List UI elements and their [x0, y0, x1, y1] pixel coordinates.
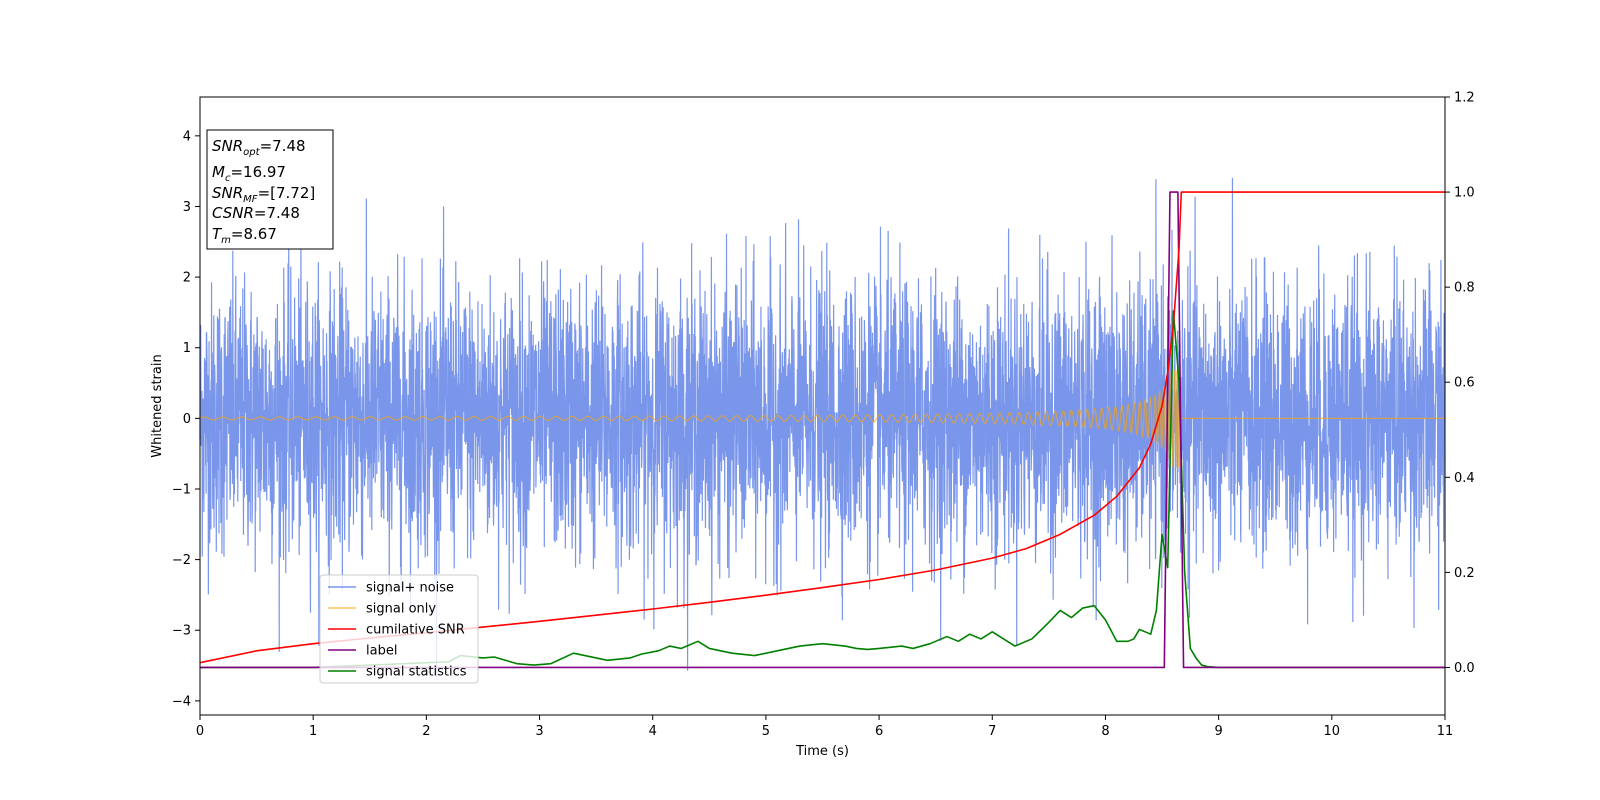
x-tick-label: 3: [535, 724, 543, 739]
annotation-line: Tm=8.67: [212, 225, 277, 246]
y-left-tick-label: 2: [183, 271, 191, 286]
annotation-name: CSNR: [212, 204, 254, 222]
axes: 0 1 2 3 4 5 6 7 8 9 10 11 −4 −3 −2 −1 0 1 2 3 4 0.0 0.2 0.4 0.6 0…: [150, 91, 1475, 760]
annotation-name: M: [212, 163, 225, 181]
annotation-line: CSNR=7.48: [212, 204, 300, 222]
y-right-tick-label: 1.2: [1454, 91, 1475, 106]
x-tick-label: 6: [875, 724, 883, 739]
annotation-frame: [206, 129, 334, 250]
y-left-tick-label: 4: [183, 129, 191, 144]
y-right-tick-label: 0.4: [1454, 471, 1475, 486]
x-tick-label: 8: [1101, 724, 1109, 739]
x-tick-label: 4: [649, 724, 657, 739]
x-tick-label: 10: [1324, 724, 1341, 739]
annotation-line: SNRopt=7.48: [212, 137, 306, 158]
x-tick-label: 0: [196, 724, 204, 739]
y-axis-label: Whitened strain: [150, 354, 165, 457]
annotation-name: SNR: [212, 137, 243, 155]
y-right-tick-label: 1.0: [1454, 186, 1475, 201]
legend-entry: label: [366, 644, 397, 659]
annotation-name: T: [212, 225, 223, 243]
annotation-subscript: opt: [243, 147, 260, 158]
y-left-tick-label: −1: [172, 482, 191, 497]
signal-statistics-line: [200, 310, 1445, 669]
y-left-tick-label: 3: [183, 200, 191, 215]
y-right-tick-label: 0.0: [1454, 661, 1475, 676]
annotation-subscript: MF: [243, 194, 258, 205]
legend-entry: signal+ noise: [366, 581, 454, 596]
label-line: [200, 191, 1445, 669]
annotation-box: SNRopt=7.48Mc=16.97SNRMF=[7.72]CSNR=7.48…: [206, 129, 334, 250]
y-left-tick-label: −2: [172, 553, 191, 568]
annotation-name: SNR: [212, 184, 243, 202]
x-tick-label: 11: [1437, 724, 1454, 739]
legend-entry: signal statistics: [366, 665, 467, 680]
x-tick-label: 5: [762, 724, 770, 739]
x-tick-label: 7: [988, 724, 996, 739]
y-right-tick-label: 0.8: [1454, 281, 1475, 296]
annotation-value: =7.48: [254, 204, 300, 222]
annotation-value: =8.67: [231, 225, 277, 243]
signal-only-series: [199, 369, 1445, 468]
annotation-subscript: c: [225, 173, 231, 184]
signal-only-line: [199, 369, 1445, 468]
annotation-value: =16.97: [230, 163, 286, 181]
annotation-subscript: m: [221, 235, 231, 246]
signal-noise-line: [199, 177, 1446, 680]
y-right-tick-label: 0.2: [1454, 566, 1475, 581]
y-left-tick-label: −4: [172, 694, 191, 709]
y-left-tick-label: −3: [172, 624, 191, 639]
annotation-value: =7.48: [260, 137, 306, 155]
annotation-line: Mc=16.97: [212, 163, 286, 184]
signal-noise-series: [199, 177, 1446, 680]
x-tick-label: 1: [309, 724, 317, 739]
legend: signal+ noise signal only cumilative SNR la…: [319, 574, 479, 684]
annotation-line: SNRMF=[7.72]: [212, 184, 315, 205]
y-left-tick-label: 0: [183, 412, 191, 427]
annotation-value: =[7.72]: [258, 184, 316, 202]
y-right-tick-label: 0.6: [1454, 376, 1475, 391]
x-tick-label: 9: [1214, 724, 1222, 739]
y-left-tick-label: 1: [183, 341, 191, 356]
x-axis-label: Time (s): [795, 744, 849, 759]
legend-frame: [319, 574, 479, 684]
legend-entry: cumilative SNR: [366, 623, 465, 638]
legend-entry: signal only: [366, 602, 436, 617]
plot-frame: [199, 96, 1446, 716]
x-tick-label: 2: [422, 724, 430, 739]
